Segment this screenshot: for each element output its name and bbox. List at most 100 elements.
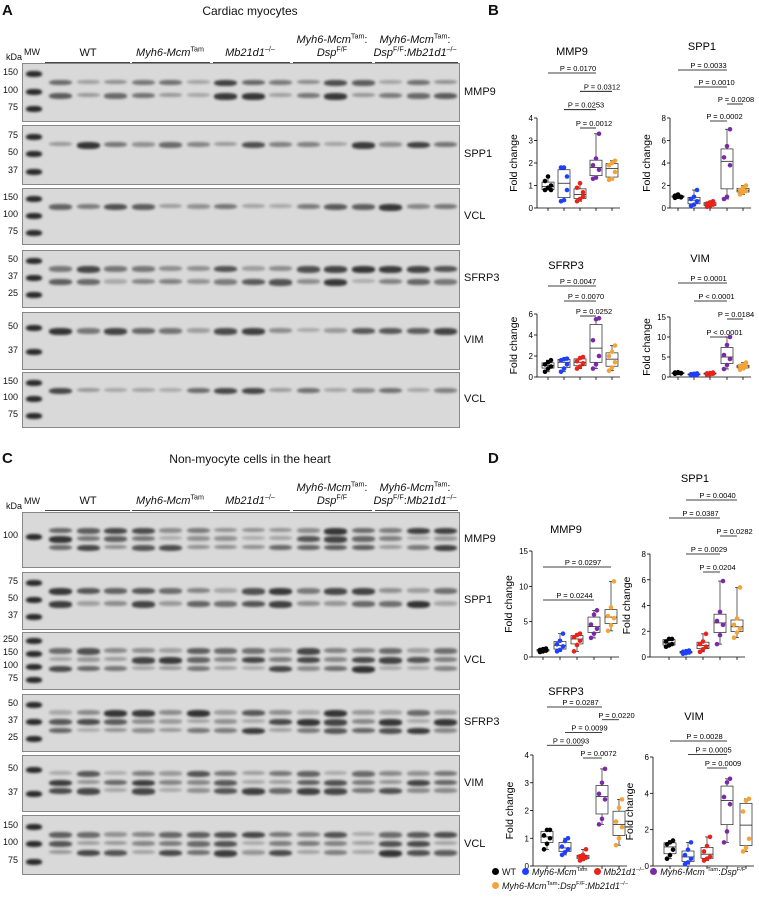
protein-band bbox=[159, 771, 182, 776]
data-point bbox=[694, 187, 700, 193]
protein-band bbox=[269, 850, 292, 857]
label-segment: –/– bbox=[446, 493, 457, 502]
protein-band bbox=[214, 601, 237, 607]
label-segment: : bbox=[403, 495, 407, 507]
protein-band bbox=[406, 92, 430, 99]
protein-band bbox=[241, 588, 265, 595]
protein-band bbox=[159, 788, 182, 793]
protein-band bbox=[76, 279, 100, 285]
y-axis-label: Fold change bbox=[624, 782, 636, 840]
protein-band bbox=[186, 204, 210, 209]
protein-band bbox=[351, 544, 375, 551]
protein-band bbox=[214, 665, 237, 671]
protein-band bbox=[269, 779, 292, 785]
p-value-label: P = 0.0184 bbox=[718, 310, 754, 319]
blot-label: SPP1 bbox=[464, 148, 493, 160]
protein-band bbox=[214, 92, 237, 100]
protein-band bbox=[159, 665, 182, 671]
data-point bbox=[548, 187, 554, 193]
p-value-label: P < 0.0001 bbox=[698, 292, 734, 301]
data-point bbox=[670, 838, 676, 843]
data-point bbox=[590, 366, 596, 371]
y-tick-label: 4 bbox=[525, 751, 530, 760]
ladder-band bbox=[26, 71, 42, 78]
data-point bbox=[700, 639, 706, 644]
protein-band bbox=[131, 779, 155, 787]
group-label: Mb21d1–/– bbox=[225, 46, 275, 60]
protein-band bbox=[159, 92, 182, 98]
label-segment: Tam bbox=[546, 881, 558, 887]
kda-marker: 100 bbox=[2, 660, 18, 671]
protein-band bbox=[241, 727, 265, 735]
protein-band bbox=[104, 719, 127, 725]
data-point bbox=[608, 622, 614, 628]
y-tick-label: 0 bbox=[529, 373, 534, 382]
protein-band bbox=[379, 328, 402, 335]
label-segment: Myh6-Mcm bbox=[660, 867, 708, 877]
protein-band bbox=[104, 387, 127, 392]
protein-band bbox=[214, 328, 237, 335]
protein-band bbox=[351, 387, 375, 393]
protein-band bbox=[269, 771, 292, 777]
data-point bbox=[727, 776, 733, 782]
y-axis-label: Fold change bbox=[508, 316, 520, 374]
protein-band bbox=[76, 710, 100, 716]
protein-band bbox=[49, 710, 72, 715]
protein-band bbox=[434, 387, 457, 393]
protein-band bbox=[131, 841, 155, 846]
protein-band bbox=[379, 832, 402, 838]
data-point bbox=[609, 349, 615, 355]
label-segment: F/F bbox=[393, 45, 404, 54]
protein-band bbox=[296, 266, 320, 273]
protein-band bbox=[269, 204, 292, 209]
protein-band bbox=[186, 92, 210, 98]
data-point bbox=[721, 366, 727, 372]
label-segment: : bbox=[584, 881, 588, 891]
protein-band bbox=[131, 719, 155, 724]
protein-band bbox=[269, 657, 292, 663]
protein-band bbox=[324, 544, 347, 551]
data-point bbox=[574, 642, 580, 648]
data-point bbox=[606, 353, 612, 359]
y-tick-label: 2 bbox=[529, 352, 534, 361]
protein-band bbox=[159, 779, 182, 785]
protein-band bbox=[49, 204, 72, 210]
protein-band bbox=[351, 719, 375, 724]
data-point bbox=[580, 852, 586, 858]
label-segment: : bbox=[447, 34, 451, 46]
y-tick-label: 2 bbox=[642, 627, 647, 636]
protein-band bbox=[324, 266, 347, 273]
protein-band bbox=[406, 204, 430, 209]
protein-band bbox=[296, 771, 320, 777]
group-underline bbox=[293, 62, 372, 63]
label-segment: Tam bbox=[433, 480, 448, 489]
protein-band bbox=[76, 719, 100, 726]
kda-marker: 50 bbox=[7, 593, 18, 604]
data-point bbox=[588, 635, 594, 641]
data-point bbox=[686, 648, 692, 653]
protein-band bbox=[131, 727, 155, 733]
data-point bbox=[667, 852, 673, 858]
chart-title: SPP1 bbox=[681, 473, 709, 485]
protein-band bbox=[241, 387, 265, 395]
data-point bbox=[720, 622, 726, 628]
protein-band bbox=[104, 266, 127, 272]
protein-band bbox=[241, 779, 265, 784]
protein-band bbox=[241, 665, 265, 670]
group-underline bbox=[293, 510, 372, 511]
ladder-band bbox=[26, 258, 42, 265]
data-point bbox=[743, 845, 749, 851]
protein-band bbox=[186, 527, 210, 533]
data-point bbox=[721, 794, 727, 800]
protein-band bbox=[159, 727, 182, 733]
group-label: Mb21d1–/– bbox=[225, 494, 275, 508]
protein-band bbox=[351, 779, 375, 785]
kda-marker: 75 bbox=[7, 102, 18, 113]
protein-band bbox=[76, 79, 100, 84]
label-segment: –/– bbox=[636, 867, 645, 873]
data-point bbox=[561, 165, 567, 170]
y-tick-label: 10 bbox=[657, 333, 666, 342]
protein-band bbox=[49, 832, 72, 838]
kda-marker: 150 bbox=[2, 819, 18, 830]
